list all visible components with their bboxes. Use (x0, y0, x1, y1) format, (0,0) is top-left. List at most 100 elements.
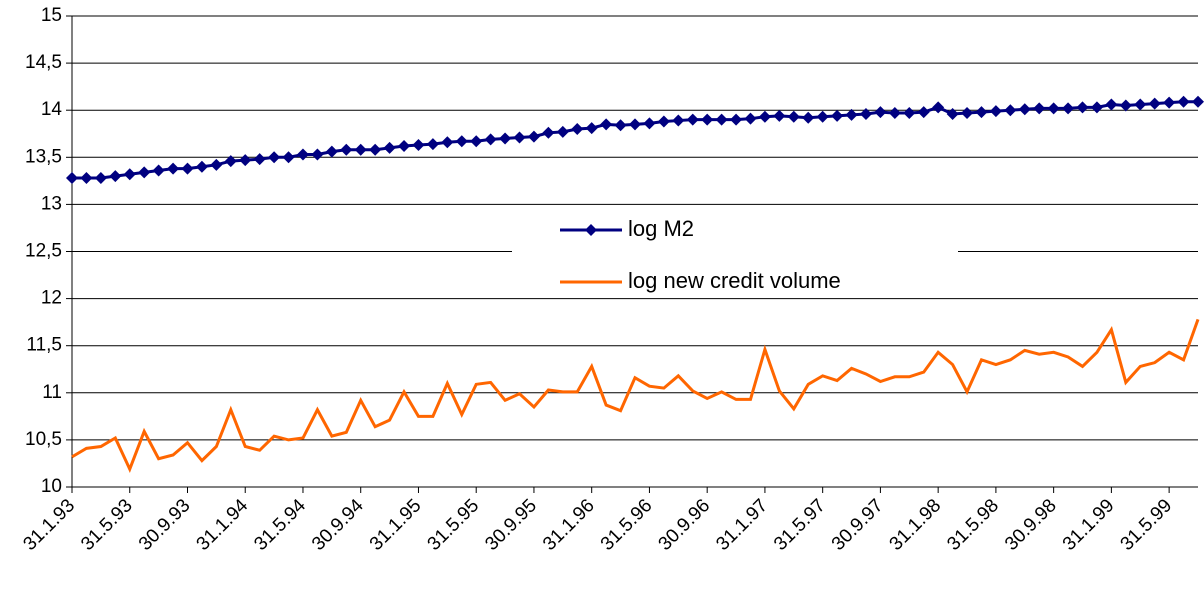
data-point (109, 170, 122, 183)
data-point (325, 145, 338, 158)
data-point (1076, 101, 1089, 114)
data-point (195, 160, 208, 173)
data-point (1090, 101, 1103, 114)
y-tick-label: 11,5 (26, 335, 62, 356)
x-tick-label: 30.9.93 (135, 495, 195, 555)
data-point (1004, 104, 1017, 117)
data-point (859, 107, 872, 120)
data-point (383, 141, 396, 154)
data-point (773, 109, 786, 122)
x-tick-label: 31.1.97 (712, 495, 772, 555)
x-tick-label: 31.1.95 (366, 495, 426, 555)
data-point (585, 122, 598, 135)
data-point (874, 106, 887, 119)
data-point (787, 110, 800, 123)
x-tick-label: 31.1.94 (193, 495, 253, 555)
data-point (268, 151, 281, 164)
data-point (210, 158, 223, 171)
y-tick-label: 13 (41, 193, 62, 214)
legend-marker (585, 224, 597, 236)
data-point (657, 115, 670, 128)
data-point (571, 123, 584, 136)
data-point (1148, 97, 1161, 110)
data-point (239, 154, 252, 167)
data-point (744, 112, 757, 125)
data-point (1033, 102, 1046, 115)
x-tick-label: 30.9.98 (1001, 495, 1061, 555)
data-point (94, 172, 107, 185)
data-point (412, 139, 425, 152)
y-tick-label: 12 (41, 288, 62, 309)
x-tick-label: 31.1.99 (1059, 495, 1119, 555)
x-tick-label: 31.5.97 (770, 495, 830, 555)
data-point (946, 107, 959, 120)
data-point (181, 162, 194, 175)
data-point (354, 143, 367, 156)
data-point (1105, 98, 1118, 111)
data-point (527, 130, 540, 143)
data-point (282, 151, 295, 164)
data-point (152, 164, 165, 177)
data-point (455, 135, 468, 148)
x-tick-label: 30.9.94 (308, 495, 368, 555)
y-tick-label: 13,5 (25, 146, 62, 167)
data-point (1163, 96, 1176, 109)
data-point (224, 155, 237, 168)
y-tick-label: 14,5 (25, 52, 62, 73)
data-point (932, 101, 945, 114)
data-point (340, 143, 353, 156)
data-point (66, 172, 78, 185)
legend-label: log new credit volume (628, 268, 841, 293)
data-point (715, 113, 728, 126)
y-tick-label: 10 (41, 476, 62, 497)
data-point (253, 153, 266, 166)
y-tick-label: 12,5 (25, 241, 62, 262)
data-point (513, 131, 526, 144)
series-line (71, 318, 1200, 473)
data-point (1062, 102, 1075, 115)
data-point (311, 148, 324, 161)
data-point (1119, 99, 1132, 112)
x-tick-label: 31.5.96 (597, 495, 657, 555)
x-tick-label: 30.9.95 (481, 495, 541, 555)
data-point (903, 107, 916, 120)
x-tick-label: 31.1.98 (886, 495, 946, 555)
data-point (802, 111, 815, 124)
data-point (123, 168, 136, 181)
series-line (72, 100, 1198, 180)
data-point (398, 139, 411, 152)
data-point (484, 133, 497, 146)
data-point (845, 108, 858, 121)
data-point (441, 136, 454, 149)
data-point (296, 148, 309, 161)
data-point (499, 132, 512, 145)
data-point (556, 125, 569, 138)
data-point (961, 107, 974, 120)
y-tick-label: 10,5 (25, 429, 62, 450)
data-point (138, 166, 151, 179)
data-point (614, 119, 627, 132)
data-point (1192, 95, 1204, 108)
x-tick-label: 31.5.94 (250, 495, 310, 555)
data-point (600, 118, 613, 131)
x-tick-label: 31.5.95 (424, 495, 484, 555)
x-tick-label: 30.9.96 (655, 495, 715, 555)
x-tick-label: 31.5.93 (77, 495, 137, 555)
data-point (426, 138, 439, 151)
data-point (888, 107, 901, 120)
data-point (629, 118, 641, 131)
data-point (470, 135, 483, 148)
data-point (369, 143, 382, 156)
x-tick-label: 31.5.98 (943, 495, 1003, 555)
y-tick-label: 11 (42, 382, 62, 403)
data-point (643, 117, 656, 130)
legend-label: log M2 (628, 216, 694, 241)
x-tick-label: 31.5.99 (1117, 495, 1177, 555)
x-tick-label: 30.9.97 (828, 495, 888, 555)
data-point (730, 113, 743, 126)
x-tick-label: 31.1.93 (19, 495, 79, 555)
data-point (80, 172, 93, 185)
data-point (831, 109, 844, 122)
